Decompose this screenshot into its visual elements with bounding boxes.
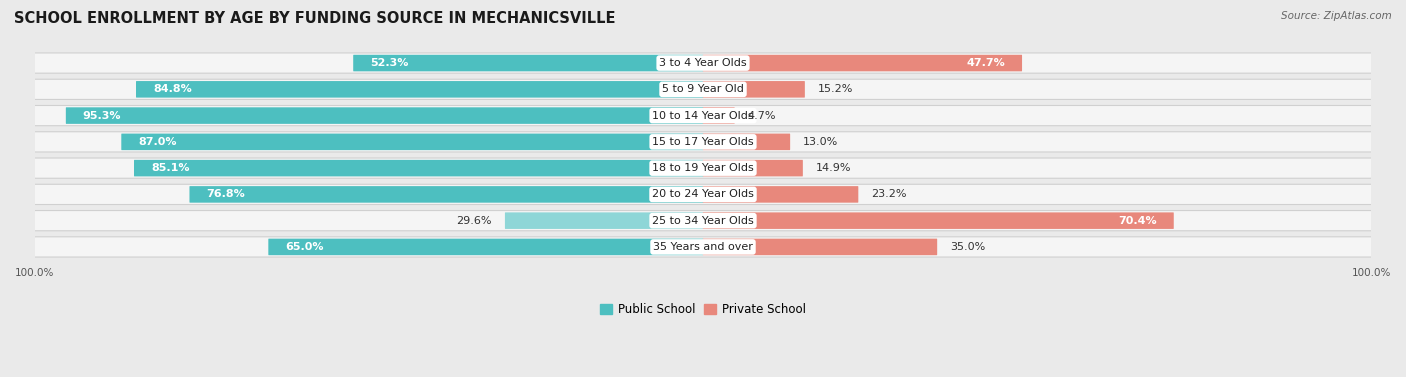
Text: 95.3%: 95.3% bbox=[83, 110, 121, 121]
Text: 52.3%: 52.3% bbox=[370, 58, 409, 68]
Text: Source: ZipAtlas.com: Source: ZipAtlas.com bbox=[1281, 11, 1392, 21]
Text: 87.0%: 87.0% bbox=[138, 137, 177, 147]
Text: 84.8%: 84.8% bbox=[153, 84, 191, 94]
Text: 3 to 4 Year Olds: 3 to 4 Year Olds bbox=[659, 58, 747, 68]
FancyBboxPatch shape bbox=[353, 55, 703, 71]
Text: 20 to 24 Year Olds: 20 to 24 Year Olds bbox=[652, 189, 754, 199]
FancyBboxPatch shape bbox=[505, 212, 703, 229]
Text: 5 to 9 Year Old: 5 to 9 Year Old bbox=[662, 84, 744, 94]
FancyBboxPatch shape bbox=[34, 237, 1372, 257]
Text: 35.0%: 35.0% bbox=[950, 242, 986, 252]
FancyBboxPatch shape bbox=[703, 107, 735, 124]
FancyBboxPatch shape bbox=[190, 186, 703, 203]
FancyBboxPatch shape bbox=[136, 81, 703, 98]
Text: 15.2%: 15.2% bbox=[818, 84, 853, 94]
FancyBboxPatch shape bbox=[269, 239, 703, 255]
FancyBboxPatch shape bbox=[121, 133, 703, 150]
Text: 70.4%: 70.4% bbox=[1118, 216, 1157, 226]
Text: 13.0%: 13.0% bbox=[803, 137, 838, 147]
FancyBboxPatch shape bbox=[34, 184, 1372, 204]
FancyBboxPatch shape bbox=[703, 55, 1022, 71]
FancyBboxPatch shape bbox=[34, 79, 1372, 100]
FancyBboxPatch shape bbox=[703, 133, 790, 150]
Text: 23.2%: 23.2% bbox=[872, 189, 907, 199]
Text: 65.0%: 65.0% bbox=[285, 242, 323, 252]
Text: 4.7%: 4.7% bbox=[748, 110, 776, 121]
FancyBboxPatch shape bbox=[703, 239, 938, 255]
Text: 76.8%: 76.8% bbox=[207, 189, 245, 199]
FancyBboxPatch shape bbox=[703, 212, 1174, 229]
Text: 47.7%: 47.7% bbox=[966, 58, 1005, 68]
FancyBboxPatch shape bbox=[34, 132, 1372, 152]
FancyBboxPatch shape bbox=[34, 106, 1372, 126]
FancyBboxPatch shape bbox=[34, 210, 1372, 231]
Text: 18 to 19 Year Olds: 18 to 19 Year Olds bbox=[652, 163, 754, 173]
Text: 85.1%: 85.1% bbox=[150, 163, 190, 173]
FancyBboxPatch shape bbox=[134, 160, 703, 176]
Text: 29.6%: 29.6% bbox=[457, 216, 492, 226]
Text: 25 to 34 Year Olds: 25 to 34 Year Olds bbox=[652, 216, 754, 226]
Text: 10 to 14 Year Olds: 10 to 14 Year Olds bbox=[652, 110, 754, 121]
FancyBboxPatch shape bbox=[34, 53, 1372, 73]
FancyBboxPatch shape bbox=[703, 160, 803, 176]
Legend: Public School, Private School: Public School, Private School bbox=[595, 298, 811, 320]
FancyBboxPatch shape bbox=[34, 158, 1372, 178]
Text: SCHOOL ENROLLMENT BY AGE BY FUNDING SOURCE IN MECHANICSVILLE: SCHOOL ENROLLMENT BY AGE BY FUNDING SOUR… bbox=[14, 11, 616, 26]
FancyBboxPatch shape bbox=[703, 186, 858, 203]
FancyBboxPatch shape bbox=[703, 81, 804, 98]
Text: 35 Years and over: 35 Years and over bbox=[652, 242, 754, 252]
Text: 15 to 17 Year Olds: 15 to 17 Year Olds bbox=[652, 137, 754, 147]
Text: 14.9%: 14.9% bbox=[815, 163, 852, 173]
FancyBboxPatch shape bbox=[66, 107, 703, 124]
